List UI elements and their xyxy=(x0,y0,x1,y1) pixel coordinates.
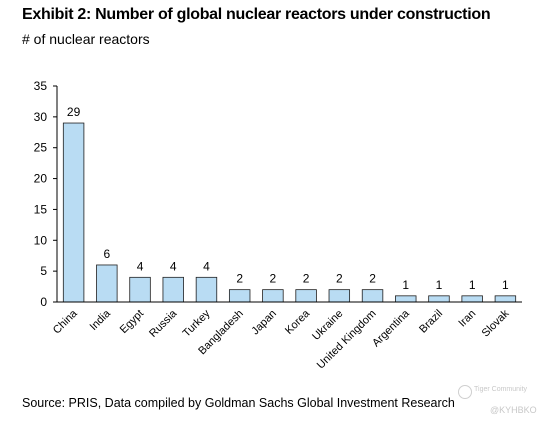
data-label: 2 xyxy=(336,272,343,286)
bar-india xyxy=(96,264,118,303)
x-tick-label: Egypt xyxy=(118,308,146,336)
bar-brazil xyxy=(428,295,450,303)
bar-united-kingdom xyxy=(361,289,384,303)
bar-slovak xyxy=(494,295,517,303)
bar-bangladesh xyxy=(228,289,251,303)
bar-russia xyxy=(162,276,184,303)
data-label: 1 xyxy=(402,278,409,292)
x-tick-label: United Kingdom xyxy=(315,308,379,372)
y-tick-label: 35 xyxy=(34,79,48,93)
data-label: 29 xyxy=(67,105,81,119)
data-label: 4 xyxy=(170,259,177,273)
bar-japan xyxy=(262,289,284,303)
x-tick-label: Slovak xyxy=(480,307,512,339)
y-tick-label: 0 xyxy=(40,295,47,309)
x-tick-label: Russia xyxy=(147,307,180,340)
y-tick-label: 10 xyxy=(34,233,48,247)
bar-iran xyxy=(461,295,483,303)
data-label: 2 xyxy=(270,272,277,286)
data-label: 1 xyxy=(436,278,443,292)
data-label: 6 xyxy=(103,247,110,261)
x-tick-label: Iran xyxy=(456,308,478,330)
watermark-logo-icon xyxy=(458,385,472,399)
bar-korea xyxy=(295,289,317,303)
y-tick-label: 20 xyxy=(34,172,48,186)
x-tick-label: Argentina xyxy=(370,307,412,349)
watermark-name: Tiger Community xyxy=(474,386,528,393)
bar-china xyxy=(62,122,85,303)
data-label: 1 xyxy=(502,278,509,292)
y-tick-label: 30 xyxy=(34,110,48,124)
bar-ukraine xyxy=(328,289,351,303)
y-axis-unit-label: # of nuclear reactors xyxy=(22,31,150,47)
data-label: 2 xyxy=(236,272,243,286)
y-tick-label: 15 xyxy=(34,202,48,216)
x-tick-label: Brazil xyxy=(417,308,445,336)
chart-title: Exhibit 2: Number of global nuclear reac… xyxy=(22,6,491,23)
x-tick-label: India xyxy=(88,307,114,333)
bars: 29 6 4 4 4 2 2 2 2 2 1 1 1 1 xyxy=(62,105,517,303)
bar-argentina xyxy=(395,295,417,303)
bar-egypt xyxy=(129,276,151,303)
data-label: 1 xyxy=(469,278,476,292)
x-tick-label: Japan xyxy=(249,308,279,338)
data-label: 2 xyxy=(369,272,376,286)
data-label: 2 xyxy=(303,272,310,286)
source-note: Source: PRIS, Data compiled by Goldman S… xyxy=(22,396,455,410)
data-label: 4 xyxy=(203,259,210,273)
watermark-handle: @KYHBKO xyxy=(490,405,537,415)
y-tick-label: 5 xyxy=(40,264,47,278)
bar-turkey xyxy=(195,276,218,303)
x-tick-label: Turkey xyxy=(181,307,213,339)
x-tick-label: Korea xyxy=(283,307,313,337)
y-axis: 0 5 10 15 20 25 30 35 xyxy=(34,79,58,309)
y-tick-label: 25 xyxy=(34,141,48,155)
data-label: 4 xyxy=(137,259,144,273)
x-tick-label: China xyxy=(51,307,80,336)
